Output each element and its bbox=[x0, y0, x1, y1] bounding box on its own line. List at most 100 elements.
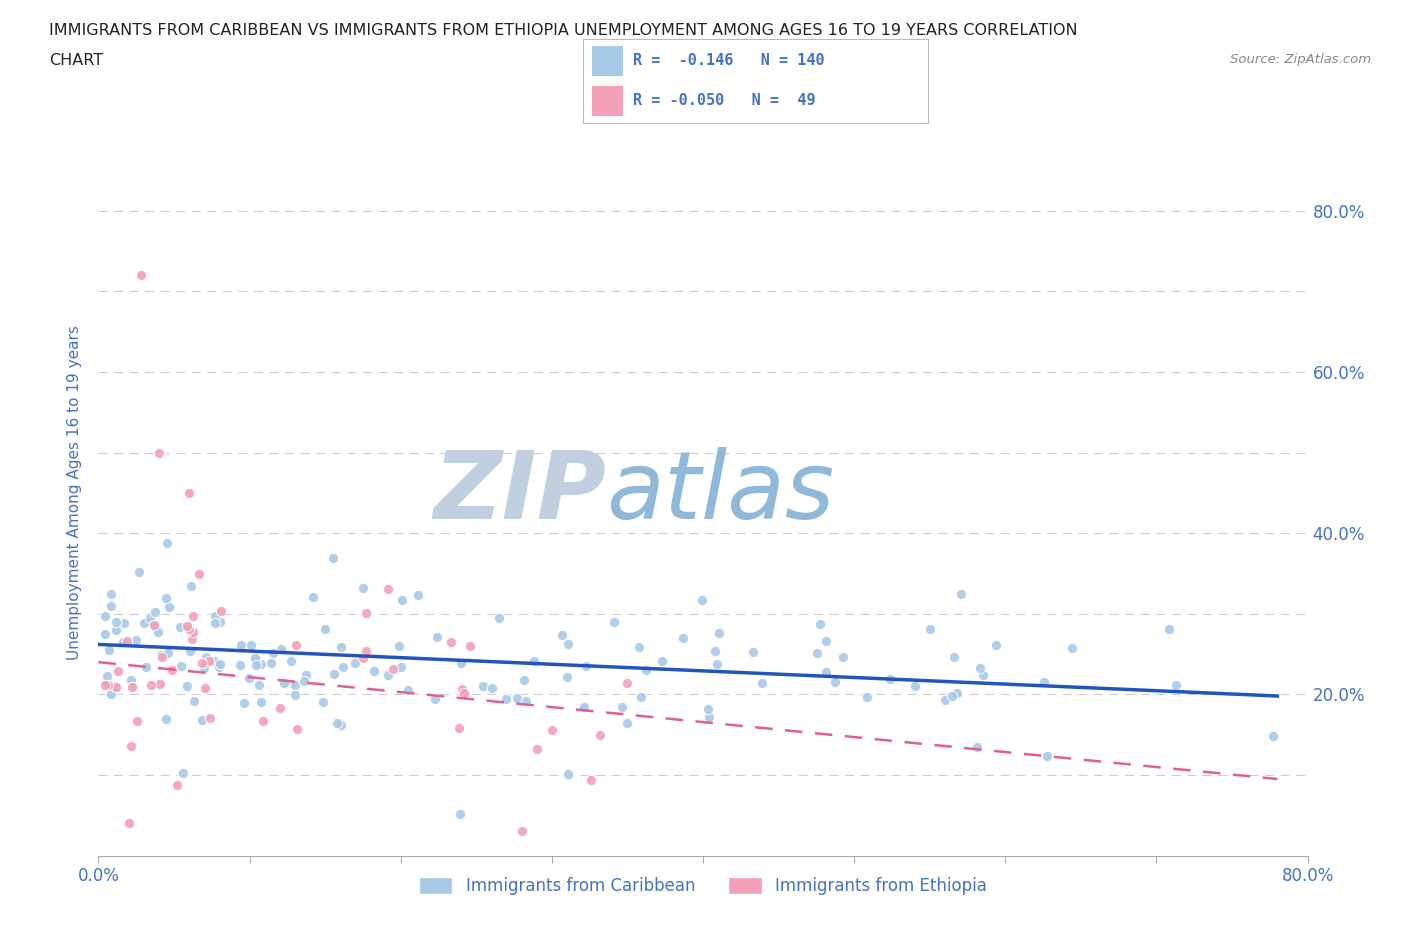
Point bbox=[105, 679, 128, 694]
Point bbox=[472, 678, 495, 693]
Point bbox=[972, 668, 994, 683]
Point bbox=[180, 631, 202, 646]
Point bbox=[209, 657, 232, 671]
Point bbox=[616, 676, 638, 691]
Point bbox=[149, 647, 172, 662]
Point bbox=[449, 806, 471, 821]
Point bbox=[121, 680, 143, 695]
Point bbox=[260, 656, 283, 671]
Point bbox=[269, 701, 291, 716]
Point bbox=[252, 713, 274, 728]
Point bbox=[125, 713, 148, 728]
Point bbox=[100, 687, 122, 702]
Point bbox=[200, 711, 222, 725]
Point bbox=[128, 565, 150, 579]
Point bbox=[118, 816, 141, 830]
Text: IMMIGRANTS FROM CARIBBEAN VS IMMIGRANTS FROM ETHIOPIA UNEMPLOYMENT AMONG AGES 16: IMMIGRANTS FROM CARIBBEAN VS IMMIGRANTS … bbox=[49, 23, 1078, 38]
Point bbox=[690, 592, 713, 607]
Point bbox=[207, 659, 229, 674]
Point bbox=[540, 723, 562, 737]
Point bbox=[377, 581, 399, 596]
Bar bbox=[592, 86, 623, 116]
Point bbox=[934, 693, 956, 708]
Point bbox=[209, 615, 232, 630]
Point bbox=[515, 693, 537, 708]
Point bbox=[1036, 749, 1059, 764]
Point bbox=[949, 587, 972, 602]
Point bbox=[672, 631, 695, 645]
Point bbox=[181, 625, 204, 640]
Point bbox=[946, 685, 969, 700]
Text: R = -0.050   N =  49: R = -0.050 N = 49 bbox=[634, 94, 815, 109]
Point bbox=[191, 712, 214, 727]
Point bbox=[181, 609, 204, 624]
Point bbox=[610, 699, 633, 714]
Point bbox=[149, 676, 172, 691]
Point bbox=[239, 637, 262, 652]
Point bbox=[574, 658, 596, 673]
Point bbox=[273, 675, 295, 690]
Point bbox=[330, 717, 353, 732]
Point bbox=[388, 638, 411, 653]
Point bbox=[488, 611, 510, 626]
Point bbox=[120, 672, 142, 687]
Point bbox=[1164, 677, 1187, 692]
Point bbox=[228, 658, 250, 672]
Point bbox=[904, 679, 927, 694]
Point bbox=[284, 688, 307, 703]
Point bbox=[285, 722, 308, 737]
Point bbox=[156, 645, 179, 660]
Point bbox=[100, 586, 122, 601]
Point bbox=[330, 640, 353, 655]
Point bbox=[363, 663, 385, 678]
Point bbox=[187, 566, 209, 581]
Point bbox=[243, 650, 266, 665]
Point bbox=[326, 716, 349, 731]
Point bbox=[352, 580, 374, 595]
Point bbox=[396, 683, 419, 698]
Point bbox=[557, 670, 579, 684]
Point bbox=[262, 646, 284, 661]
Point bbox=[354, 644, 377, 658]
Point bbox=[943, 650, 966, 665]
Point bbox=[382, 662, 405, 677]
Point bbox=[1157, 621, 1180, 636]
Text: Source: ZipAtlas.com: Source: ZipAtlas.com bbox=[1230, 53, 1371, 66]
Point bbox=[1060, 641, 1083, 656]
Point bbox=[112, 615, 135, 630]
Point bbox=[120, 739, 142, 754]
Point bbox=[314, 621, 336, 636]
Point bbox=[209, 604, 232, 618]
Point bbox=[238, 671, 260, 685]
Point bbox=[280, 654, 302, 669]
Point bbox=[115, 633, 138, 648]
Point bbox=[179, 485, 201, 500]
Point bbox=[229, 638, 252, 653]
Point bbox=[709, 625, 731, 640]
Point bbox=[250, 657, 273, 671]
Point bbox=[169, 619, 191, 634]
Point bbox=[941, 688, 963, 703]
Point bbox=[176, 618, 198, 633]
Point bbox=[125, 633, 148, 648]
Point bbox=[389, 659, 412, 674]
Point bbox=[179, 578, 201, 593]
Point bbox=[697, 701, 720, 716]
Point bbox=[703, 644, 725, 658]
Point bbox=[183, 693, 205, 708]
Point bbox=[966, 740, 988, 755]
Point bbox=[510, 824, 533, 839]
Point bbox=[233, 696, 256, 711]
Point bbox=[155, 591, 177, 605]
Point bbox=[295, 667, 318, 682]
Point bbox=[481, 681, 503, 696]
Point bbox=[170, 658, 193, 673]
Point bbox=[177, 621, 200, 636]
Point bbox=[526, 741, 548, 756]
Point bbox=[129, 268, 152, 283]
Point bbox=[814, 633, 837, 648]
Point bbox=[100, 599, 122, 614]
Point bbox=[697, 710, 720, 724]
Point bbox=[332, 659, 354, 674]
Point bbox=[198, 654, 221, 669]
